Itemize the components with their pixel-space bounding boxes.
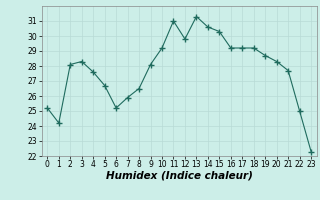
X-axis label: Humidex (Indice chaleur): Humidex (Indice chaleur) [106,171,252,181]
